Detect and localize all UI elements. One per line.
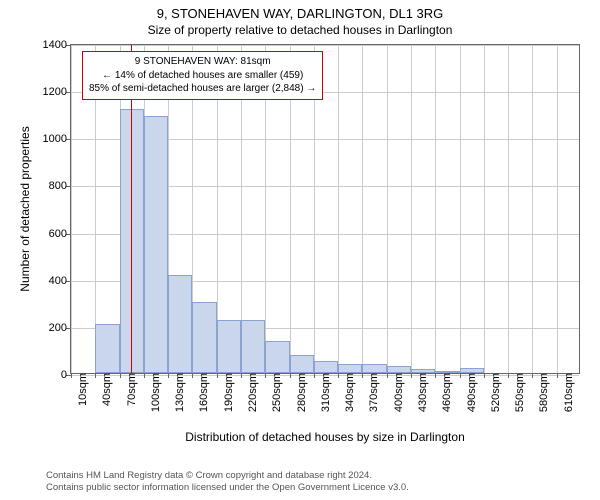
footer-line-2: Contains public sector information licen… [46,482,409,494]
grid-line-horizontal [71,45,579,46]
annotation-box: 9 STONEHAVEN WAY: 81sqm ← 14% of detache… [82,51,323,100]
y-tick-label: 200 [49,322,71,334]
annotation-line-2: ← 14% of detached houses are smaller (45… [89,69,316,83]
x-tick-label: 130sqm [168,373,186,412]
x-tick-label: 250sqm [265,373,283,412]
histogram-bar [217,320,241,373]
x-tick-label: 70sqm [120,373,138,406]
x-tick-label: 100sqm [144,373,162,412]
x-tick-label: 340sqm [338,373,356,412]
attribution-footer: Contains HM Land Registry data © Crown c… [46,470,409,495]
grid-line-vertical [362,45,363,373]
grid-line-vertical [338,45,339,373]
grid-line-vertical [387,45,388,373]
histogram-bar [362,364,386,373]
grid-line-vertical [508,45,509,373]
x-tick-label: 460sqm [435,373,453,412]
histogram-bar [241,320,265,373]
x-tick-label: 310sqm [314,373,332,412]
histogram-bar [290,355,314,373]
grid-line-vertical [411,45,412,373]
x-tick-label: 490sqm [460,373,478,412]
grid-line-vertical [484,45,485,373]
histogram-bar [168,275,192,373]
x-tick-label: 160sqm [192,373,210,412]
grid-line-vertical [435,45,436,373]
x-tick-label: 520sqm [484,373,502,412]
grid-line-vertical [532,45,533,373]
histogram-bar [144,116,168,373]
x-tick-label: 220sqm [241,373,259,412]
histogram-bar [411,369,435,373]
grid-line-vertical [460,45,461,373]
x-tick-label: 400sqm [387,373,405,412]
x-tick-label: 190sqm [217,373,235,412]
histogram-bar [387,366,411,373]
page-title: 9, STONEHAVEN WAY, DARLINGTON, DL1 3RG [0,0,600,21]
x-tick-label: 370sqm [362,373,380,412]
grid-line-vertical [557,45,558,373]
annotation-line-3: 85% of semi-detached houses are larger (… [89,82,316,96]
y-axis-label: Number of detached properties [18,126,32,291]
histogram-bar [460,368,484,373]
annotation-line-1: 9 STONEHAVEN WAY: 81sqm [89,55,316,69]
histogram-bar [265,341,289,373]
x-tick-label: 280sqm [290,373,308,412]
x-tick-label: 10sqm [71,373,89,406]
x-axis-label: Distribution of detached houses by size … [70,430,580,444]
histogram-bar [95,324,119,373]
x-tick-label: 430sqm [411,373,429,412]
y-tick-label: 0 [61,369,71,381]
y-tick-label: 1000 [43,133,71,145]
histogram-bar [435,371,459,373]
grid-line-vertical [71,45,72,373]
histogram-bar [192,302,216,373]
page-subtitle: Size of property relative to detached ho… [0,21,600,37]
x-tick-label: 550sqm [508,373,526,412]
y-tick-label: 1400 [43,39,71,51]
y-tick-label: 600 [49,228,71,240]
footer-line-1: Contains HM Land Registry data © Crown c… [46,470,409,482]
x-tick-label: 610sqm [557,373,575,412]
y-tick-label: 800 [49,180,71,192]
y-tick-label: 400 [49,275,71,287]
y-tick-label: 1200 [43,86,71,98]
x-tick-label: 580sqm [532,373,550,412]
histogram-bar [314,361,338,373]
x-tick-label: 40sqm [95,373,113,406]
histogram-bar [338,364,362,373]
